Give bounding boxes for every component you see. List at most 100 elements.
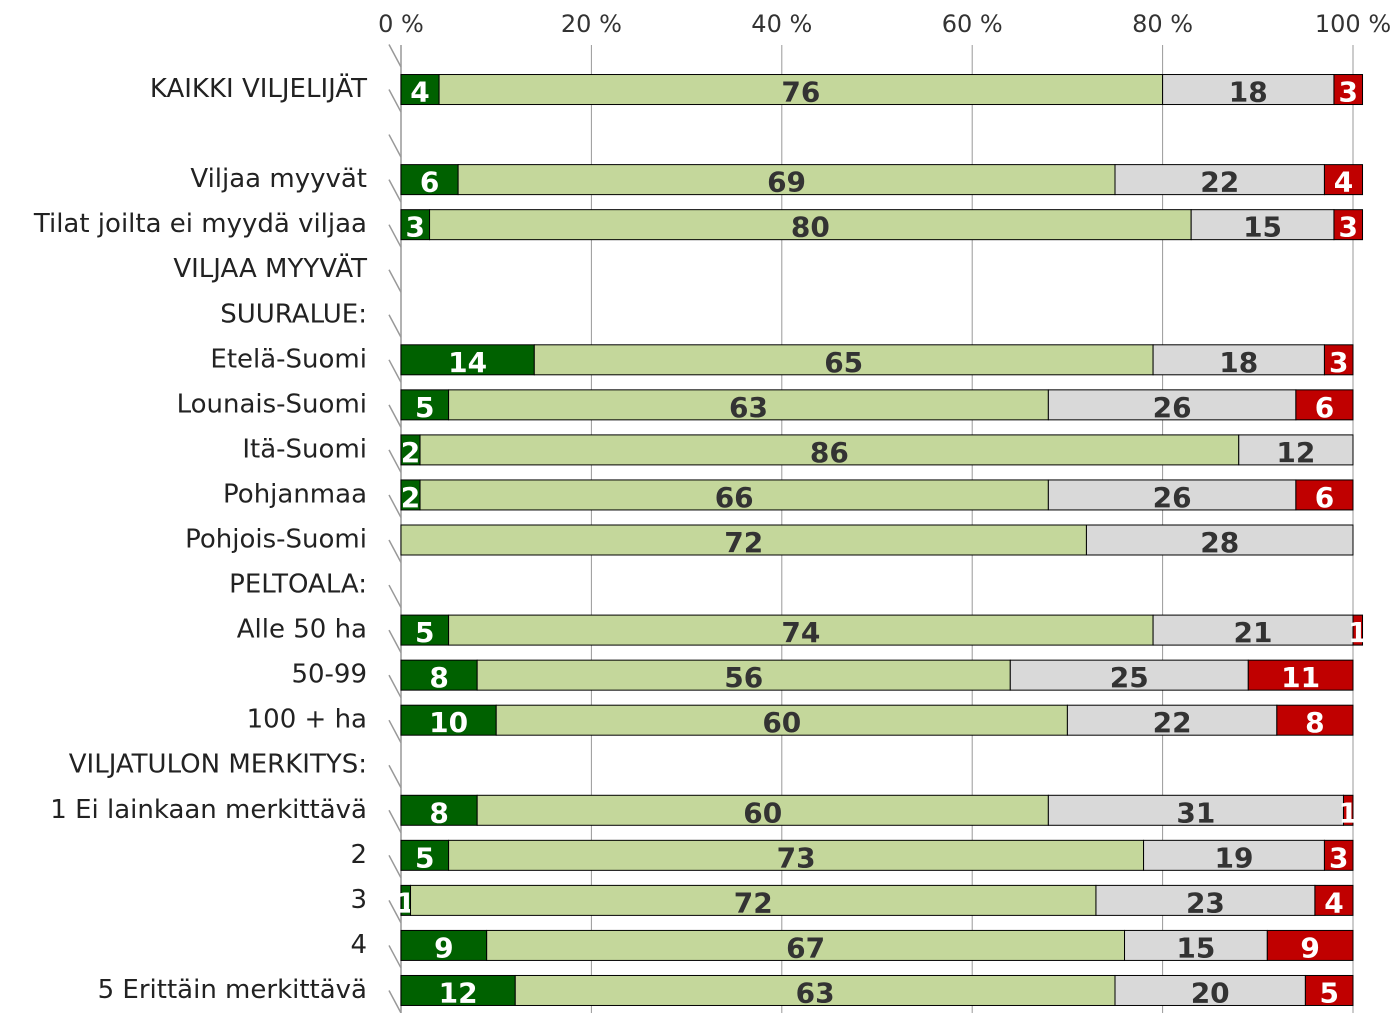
y-tick (388, 854, 402, 879)
bar-segment (1238, 434, 1354, 466)
data-label: 56 (724, 661, 763, 694)
data-label: 3 (406, 211, 425, 244)
data-label: 69 (767, 166, 806, 199)
bar-segment (400, 659, 478, 691)
data-label: 5 (1319, 976, 1338, 1009)
bar-segment (1152, 344, 1325, 376)
bar-segment (448, 839, 1145, 871)
data-label: 72 (734, 886, 773, 919)
data-label: 22 (1200, 166, 1239, 199)
bar-segment (1352, 614, 1364, 646)
bar-segment (448, 389, 1049, 421)
data-label: 22 (1153, 706, 1192, 739)
bar-segment (1114, 164, 1325, 196)
data-label: 21 (1234, 616, 1273, 649)
data-label: 25 (1110, 661, 1149, 694)
bar-segment (400, 344, 535, 376)
data-label: 3 (1338, 211, 1357, 244)
x-tick-label: 100 % (1315, 10, 1391, 38)
data-label: 6 (420, 166, 439, 199)
bar-segment (1323, 344, 1354, 376)
y-tick (388, 134, 402, 158)
data-label: 73 (777, 841, 816, 874)
y-tick (388, 224, 402, 248)
data-label: 76 (781, 76, 820, 109)
bar-segment (438, 74, 1164, 106)
y-tick (388, 314, 402, 338)
data-label: 26 (1153, 481, 1192, 514)
data-label: 12 (1276, 436, 1315, 469)
y-tick (388, 809, 402, 834)
bar-segment (400, 839, 450, 871)
data-label: 65 (824, 346, 863, 379)
y-tick (388, 945, 402, 969)
data-label: 31 (1176, 796, 1215, 829)
data-label: 26 (1153, 391, 1192, 424)
data-label: 4 (1324, 886, 1343, 919)
data-label: 11 (1281, 661, 1320, 694)
y-tick (388, 359, 402, 383)
data-label: 3 (1338, 76, 1357, 109)
y-tick-label: VILJATULON MERKITYS: (69, 750, 367, 780)
data-label: 6 (1315, 391, 1334, 424)
y-tick-label: PELTOALA: (229, 570, 367, 600)
bar-segment (1114, 974, 1306, 1006)
data-label: 19 (1215, 841, 1254, 874)
bar-segment (1047, 794, 1344, 826)
data-label: 63 (729, 391, 768, 424)
data-label: 86 (810, 436, 849, 469)
bar-segment (1066, 704, 1278, 736)
y-tick-label: 5 Erittäin merkittävä (98, 975, 367, 1005)
y-tick (388, 629, 402, 653)
bar-segment (1323, 839, 1354, 871)
y-tick-label: Lounais-Suomi (177, 389, 367, 419)
bar-segment (400, 524, 1087, 556)
y-tick-label: SUURALUE: (220, 299, 367, 329)
bar-segment (486, 929, 1126, 961)
y-tick (388, 764, 402, 789)
bar-segment (1304, 974, 1354, 1006)
x-tick-label: 60 % (942, 10, 1003, 38)
y-tick-label: Etelä-Suomi (210, 344, 367, 374)
data-label: 67 (786, 931, 825, 964)
data-label: 28 (1200, 526, 1239, 559)
x-tick-label: 80 % (1132, 10, 1193, 38)
bar-segment (1190, 209, 1335, 241)
y-tick (388, 44, 402, 68)
x-tick-label: 0 % (378, 10, 424, 38)
bar-segment (419, 479, 1049, 511)
bar-segment (1085, 524, 1354, 556)
bar-segment (1266, 929, 1354, 961)
data-label: 3 (1329, 841, 1348, 874)
y-tick (388, 719, 402, 744)
bar-segment (1143, 839, 1325, 871)
data-label: 6 (1315, 481, 1334, 514)
bar-segment (476, 794, 1049, 826)
data-label: 60 (743, 796, 782, 829)
data-label: 8 (1305, 706, 1324, 739)
data-label: 80 (791, 211, 830, 244)
y-tick (388, 539, 402, 563)
bar-segment (1314, 884, 1354, 916)
y-tick-label: 2 (350, 840, 367, 870)
y-tick (388, 89, 402, 113)
data-label: 66 (715, 481, 754, 514)
y-tick (388, 404, 402, 428)
data-label: 3 (1329, 346, 1348, 379)
y-tick-label: Alle 50 ha (237, 615, 367, 645)
data-label: 74 (781, 616, 820, 649)
bar-segment (1009, 659, 1249, 691)
bar-segment (400, 74, 440, 106)
bar-segment (1047, 389, 1297, 421)
bar-segment (533, 344, 1154, 376)
bar-segment (1124, 929, 1268, 961)
bar-segment (400, 209, 431, 241)
data-label: 60 (762, 706, 801, 739)
data-label: 5 (415, 391, 434, 424)
bar-segment (400, 389, 450, 421)
y-tick-label: 100 + ha (247, 705, 367, 735)
bar-segment (1152, 614, 1354, 646)
bar-segment (457, 164, 1116, 196)
bar-segment (410, 884, 1097, 916)
